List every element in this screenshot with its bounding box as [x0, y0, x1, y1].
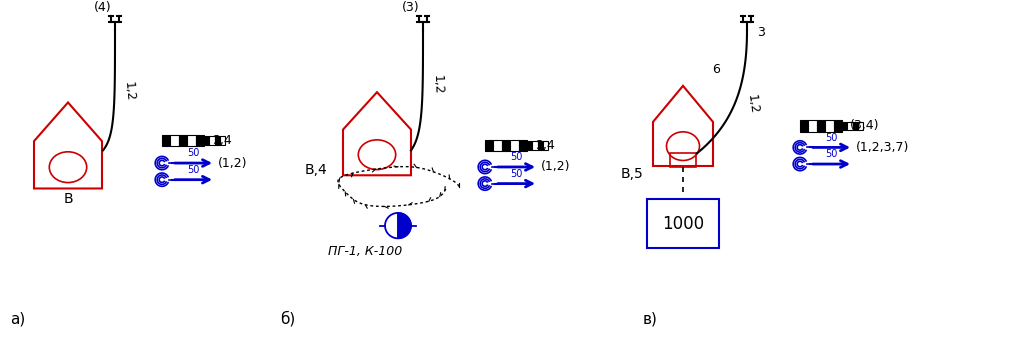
- Bar: [842, 122, 847, 130]
- Text: (4): (4): [94, 1, 112, 14]
- Text: (3,4): (3,4): [850, 119, 880, 132]
- Bar: [852, 122, 857, 130]
- Text: (1,2): (1,2): [541, 161, 571, 174]
- Text: ПГ-1, К-100: ПГ-1, К-100: [328, 245, 402, 258]
- Text: В: В: [64, 192, 73, 206]
- Bar: [187, 135, 196, 146]
- Text: 50: 50: [187, 165, 200, 175]
- Bar: [542, 142, 548, 150]
- Text: (1,2,3,7): (1,2,3,7): [856, 141, 909, 154]
- Bar: [502, 139, 510, 151]
- Bar: [518, 139, 527, 151]
- Text: 1,2: 1,2: [745, 94, 761, 115]
- Text: 3: 3: [758, 26, 765, 39]
- Bar: [220, 136, 225, 145]
- Bar: [537, 142, 542, 150]
- Text: В,4: В,4: [304, 163, 327, 177]
- Text: 3,4: 3,4: [212, 134, 231, 147]
- Bar: [800, 120, 808, 132]
- Bar: [670, 153, 696, 167]
- Bar: [214, 136, 220, 145]
- Bar: [171, 135, 179, 146]
- Text: В,5: В,5: [620, 167, 643, 181]
- Text: 50: 50: [825, 133, 837, 143]
- Text: 3,4: 3,4: [535, 139, 554, 152]
- Text: б): б): [280, 311, 295, 326]
- Bar: [808, 120, 817, 132]
- Bar: [494, 139, 502, 151]
- Bar: [196, 135, 204, 146]
- Bar: [485, 139, 494, 151]
- Text: (1,2): (1,2): [218, 157, 247, 169]
- Text: 50: 50: [510, 169, 523, 179]
- Bar: [857, 122, 863, 130]
- Text: 1,2: 1,2: [122, 81, 136, 102]
- Text: в): в): [643, 311, 658, 326]
- Bar: [162, 135, 171, 146]
- Text: 50: 50: [510, 152, 523, 162]
- Bar: [825, 120, 833, 132]
- Bar: [527, 142, 532, 150]
- Bar: [209, 136, 214, 145]
- Polygon shape: [398, 213, 411, 238]
- Text: 1,2: 1,2: [431, 75, 444, 95]
- Text: 50: 50: [825, 149, 837, 159]
- Text: 50: 50: [187, 148, 200, 158]
- Text: 6: 6: [712, 63, 720, 76]
- Bar: [179, 135, 187, 146]
- Text: 1000: 1000: [662, 215, 704, 233]
- Bar: [510, 139, 518, 151]
- Bar: [847, 122, 852, 130]
- Bar: [647, 199, 719, 248]
- Text: а): а): [10, 311, 25, 326]
- Text: (3): (3): [402, 1, 420, 14]
- Bar: [532, 142, 537, 150]
- Bar: [817, 120, 825, 132]
- Bar: [204, 136, 209, 145]
- Bar: [833, 120, 842, 132]
